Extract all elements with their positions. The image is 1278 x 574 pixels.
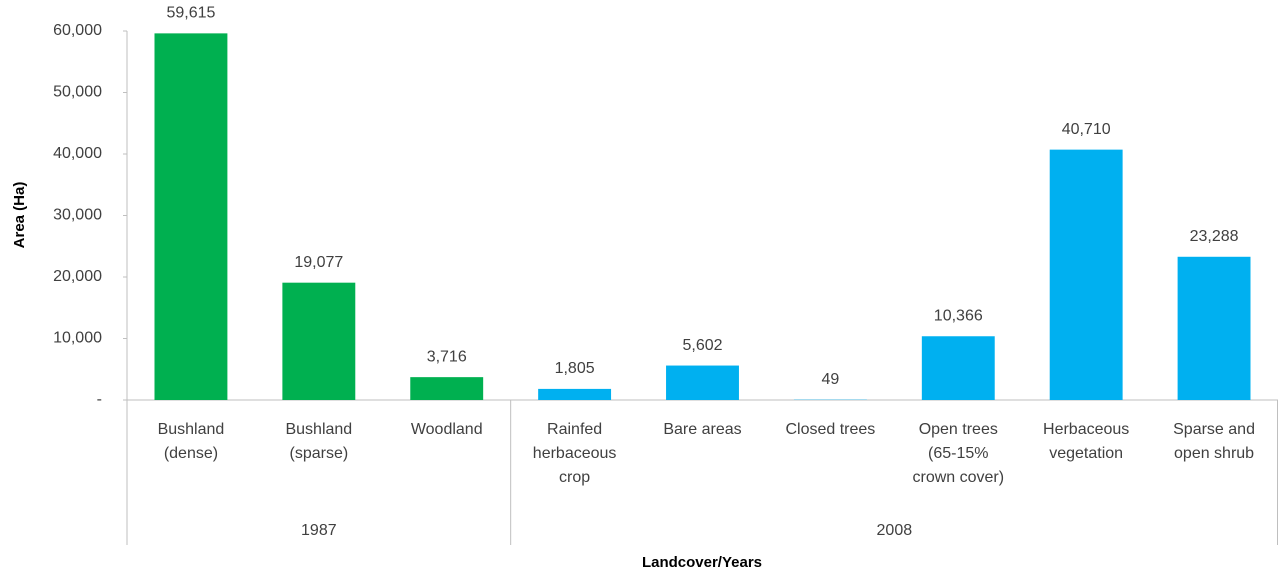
bar	[410, 377, 484, 400]
x-tick-label: Open trees (65-15% crown cover)	[912, 421, 1004, 486]
x-tick-label: Sparse and open shrub	[1173, 421, 1255, 462]
x-tick-label: Bare areas	[663, 421, 741, 438]
bar	[282, 282, 356, 400]
data-label: 40,710	[1062, 121, 1111, 138]
bar	[921, 336, 995, 400]
y-axis-title: Area (Ha)	[11, 182, 28, 249]
data-label: 3,716	[427, 348, 467, 365]
data-label: 1,805	[555, 360, 595, 377]
bar	[538, 388, 612, 400]
data-label: 5,602	[682, 337, 722, 354]
data-label: 49	[821, 371, 839, 388]
x-tick-label: Bushland (sparse)	[285, 421, 352, 462]
bar	[1049, 149, 1123, 400]
y-tick-label: 30,000	[53, 207, 102, 224]
x-tick-label: Rainfed herbaceous crop	[533, 421, 617, 486]
bar	[666, 365, 739, 400]
y-tick-label: 50,000	[53, 84, 102, 101]
y-tick-label: 10,000	[53, 330, 102, 347]
x-axis-title: Landcover/Years	[642, 554, 762, 571]
y-tick-label: 60,000	[53, 22, 102, 39]
x-tick-label: Woodland	[411, 421, 483, 438]
group-label: 1987	[301, 522, 337, 539]
x-tick-label: Bushland (dense)	[158, 421, 225, 462]
data-label: 10,366	[934, 307, 983, 324]
group-label: 2008	[877, 522, 913, 539]
bar	[1177, 256, 1251, 400]
y-tick-label: -	[97, 391, 102, 408]
y-tick-label: 20,000	[53, 268, 102, 285]
x-tick-label: Closed trees	[785, 421, 875, 438]
data-label: 59,615	[166, 5, 215, 22]
y-tick-label: 40,000	[53, 145, 102, 162]
bar	[154, 33, 228, 401]
data-label: 19,077	[294, 254, 343, 271]
x-tick-label: Herbaceous vegetation	[1043, 421, 1129, 462]
data-label: 23,288	[1190, 228, 1239, 245]
